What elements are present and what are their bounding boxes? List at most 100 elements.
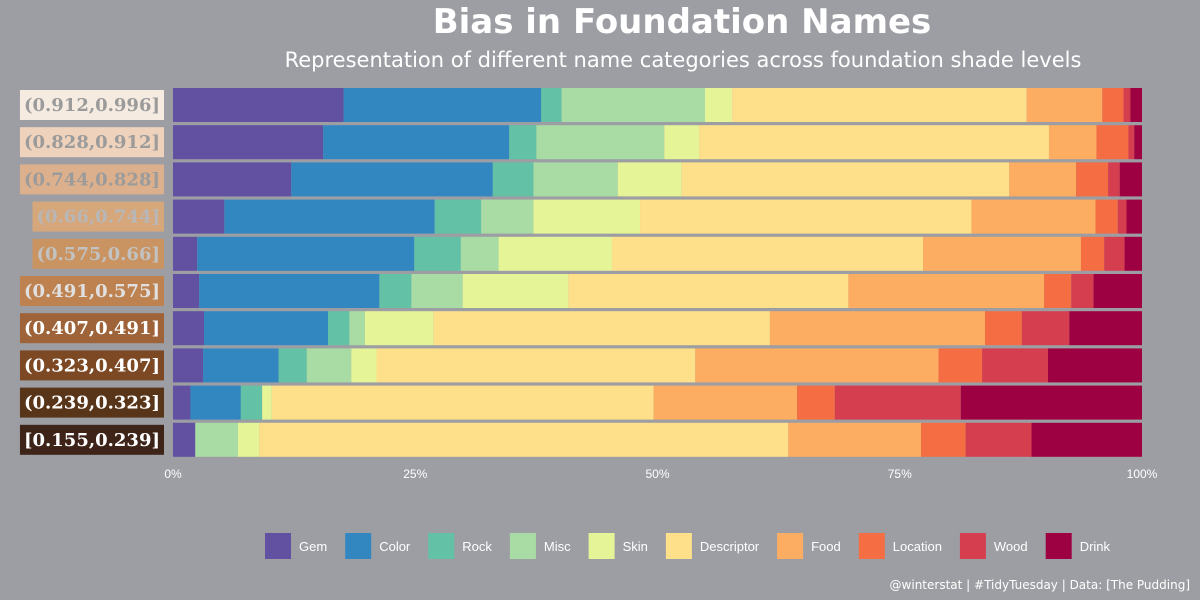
bar-segment-drink (1119, 162, 1142, 197)
category-label: (0.491,0.575] (19, 276, 164, 306)
legend-label: Location (893, 539, 942, 554)
bar-segment-gem (173, 88, 344, 122)
bar-segment-skin (704, 88, 733, 122)
bar-segment-gem (173, 125, 324, 160)
bar-segment-location (1095, 199, 1118, 234)
legend-item-color: Color (345, 533, 411, 559)
bar-segment-wood (1108, 162, 1120, 197)
legend-swatch (1045, 533, 1072, 559)
bar-segment-descriptor (433, 311, 770, 346)
bar-segment-location (985, 311, 1022, 346)
bar-segment-gem (173, 311, 205, 346)
bar-segment-descriptor (732, 88, 1027, 122)
caption: @winterstat | #TidyTuesday | Data: [The … (889, 578, 1190, 592)
legend-item-wood: Wood (959, 533, 1028, 559)
legend-swatch (428, 533, 455, 559)
bar-segment-drink (1124, 236, 1142, 271)
legend-item-location: Location (858, 533, 942, 559)
legend-swatch (345, 533, 372, 559)
bar-segment-gem (173, 422, 196, 457)
category-label-text: (0.575,0.66] (36, 244, 160, 265)
bar-segment-gem (173, 236, 198, 271)
bar-segment-color (203, 348, 279, 383)
bar-segment-rock (492, 162, 534, 197)
bar-segment-misc (411, 274, 463, 308)
category-label-swatch (19, 350, 164, 381)
bar-segment-location (1096, 125, 1129, 160)
bar-segment-wood (834, 385, 961, 420)
bar-segment-color (197, 236, 415, 271)
legend-label: Rock (462, 539, 492, 554)
bar-segment-gem (173, 274, 200, 308)
bar-segment-location (1076, 162, 1109, 197)
bar-segment-misc (460, 236, 499, 271)
bar-segment-location (921, 422, 966, 457)
bar-segment-wood (1021, 311, 1070, 346)
bar-segment-food (769, 311, 986, 346)
category-label-text: (0.407,0.491] (24, 318, 160, 339)
bar-segment-misc (561, 88, 705, 122)
bar-segment-descriptor (640, 199, 972, 234)
category-label-text: (0.66,0.744] (36, 207, 160, 228)
bar-segment-drink (1130, 88, 1142, 122)
bar-segment-color (323, 125, 510, 160)
bar-segment-skin (498, 236, 612, 271)
category-label-text: (0.828,0.912] (24, 132, 160, 153)
bar-segment-misc (536, 125, 665, 160)
bar-segment-food (653, 385, 798, 420)
category-label-swatch (19, 387, 164, 418)
bar-segment-gem (173, 162, 292, 197)
bar-segment-food (971, 199, 1096, 234)
bar-segment-descriptor (699, 125, 1049, 160)
bar-segment-location (1102, 88, 1124, 122)
bar-segment-color (199, 274, 380, 308)
bar-segment-rock (379, 274, 412, 308)
bar-segment-food (923, 236, 1081, 271)
bar-segment-rock (434, 199, 482, 234)
bar-segment-descriptor (681, 162, 1010, 197)
bar-segment-wood (965, 422, 1032, 457)
bar-segment-misc (306, 348, 352, 383)
bar-segment-misc (349, 311, 365, 346)
category-label: (0.407,0.491] (19, 313, 164, 344)
x-tick-label: 50% (645, 467, 669, 481)
legend-item-descriptor: Descriptor (665, 533, 760, 559)
category-label-text: (0.323,0.407] (24, 355, 160, 376)
legend-label: Drink (1080, 539, 1111, 554)
bar-segment-skin (533, 199, 641, 234)
bar-segment-wood (1117, 199, 1127, 234)
bar-segment-wood (1123, 88, 1131, 122)
bar-segment-rock (278, 348, 307, 383)
bar-segment-wood (1071, 274, 1094, 308)
bar-segment-wood (1128, 125, 1135, 160)
legend-label: Descriptor (700, 539, 760, 554)
bar-segment-descriptor (568, 274, 849, 308)
bar-segment-drink (1048, 348, 1142, 383)
legend-label: Wood (994, 539, 1028, 554)
bar-segment-gem (173, 385, 191, 420)
category-label: (0.828,0.912] (19, 127, 164, 158)
bar-segment-color (343, 88, 542, 122)
bar-segment-color (291, 162, 493, 197)
bar-segment-rock (541, 88, 562, 122)
bars-layer (173, 88, 1142, 457)
bar-segment-gem (173, 348, 204, 383)
bar-segment-descriptor (376, 348, 696, 383)
category-label: (0.323,0.407] (19, 350, 164, 381)
category-label: (0.66,0.744] (32, 201, 164, 232)
bar-segment-drink (1134, 125, 1142, 160)
bar-segment-skin (364, 311, 434, 346)
bar-segment-food (788, 422, 922, 457)
legend-swatch (265, 533, 291, 559)
bar-segment-rock (328, 311, 350, 346)
category-label: (0.744,0.828] (19, 164, 164, 195)
legend-item-skin: Skin (588, 533, 648, 559)
bar-segment-skin (664, 125, 700, 160)
chart-title: Bias in Foundation Names (432, 2, 932, 42)
legend-item-rock: Rock (428, 533, 492, 559)
legend-swatch (588, 533, 615, 559)
x-tick-label: 100% (1127, 467, 1158, 481)
bar-segment-drink (1126, 199, 1142, 234)
bar-segment-location (1044, 274, 1072, 308)
